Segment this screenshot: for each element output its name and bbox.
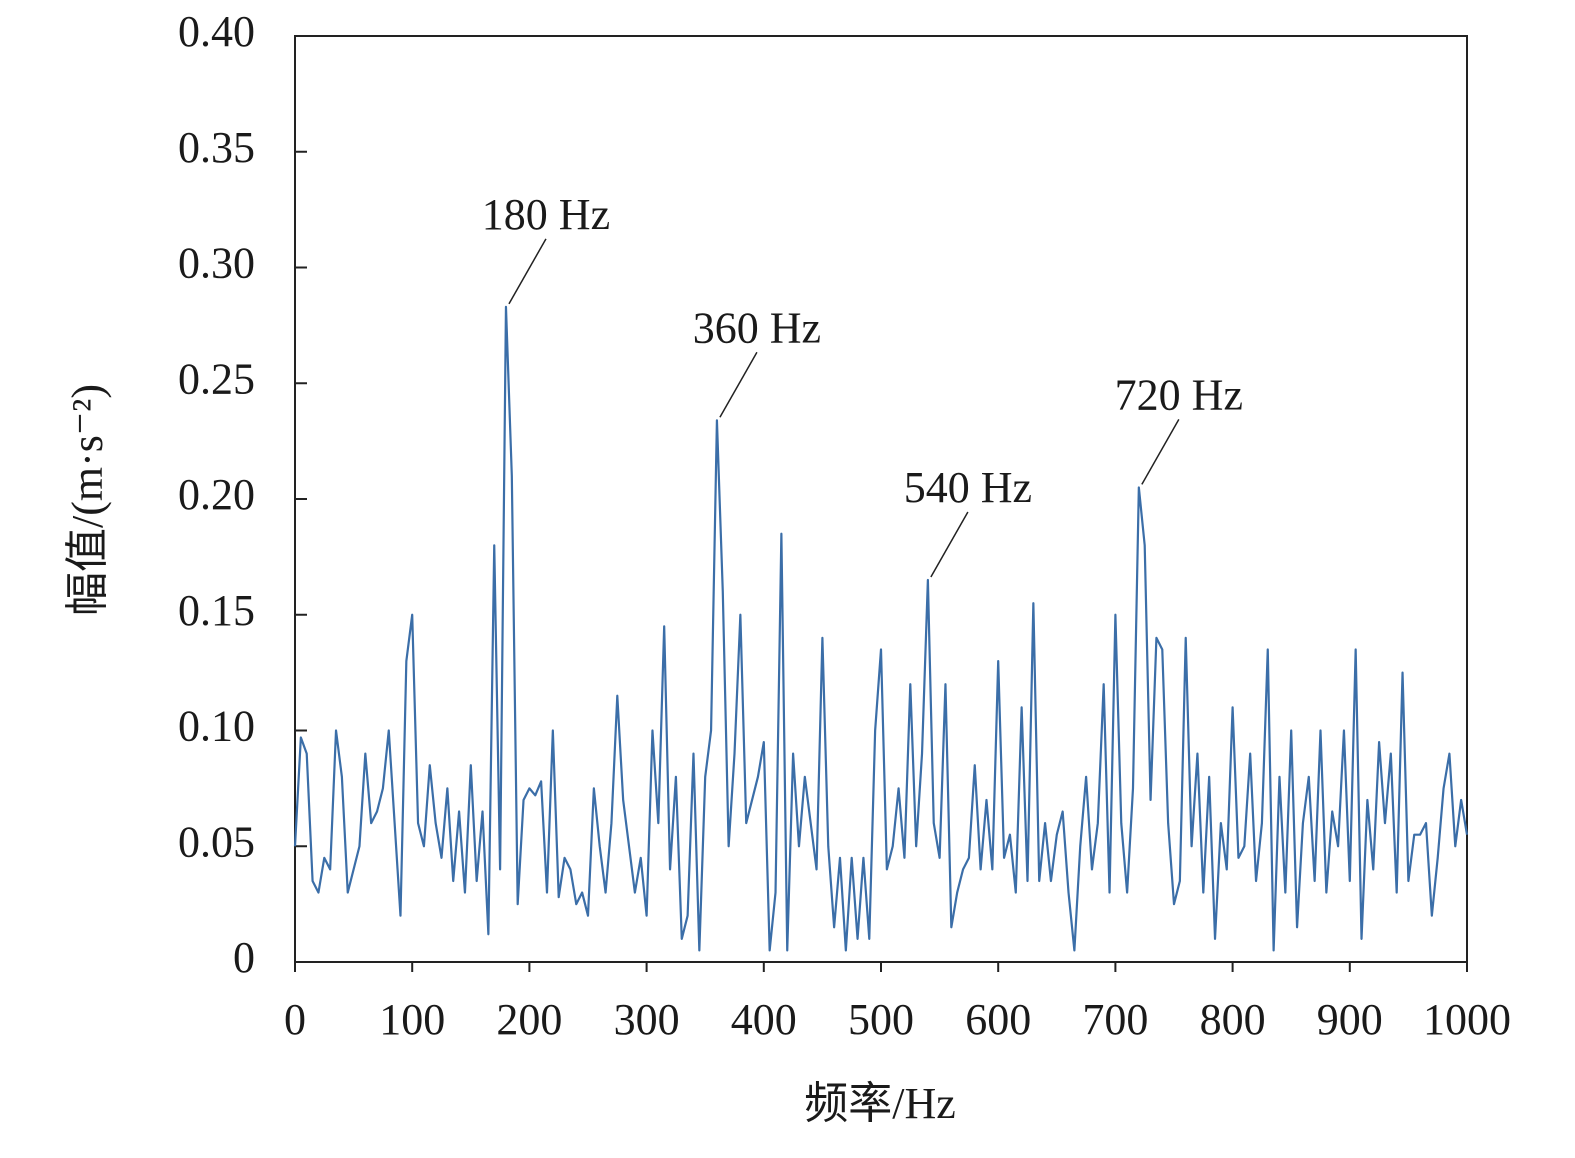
x-tick-label: 100	[379, 995, 445, 1044]
x-tick-label: 700	[1082, 995, 1148, 1044]
x-tick-label: 200	[496, 995, 562, 1044]
x-tick-label: 1000	[1423, 995, 1511, 1044]
annotation: 180 Hz	[482, 190, 610, 239]
plot-frame	[294, 35, 1468, 963]
x-tick-label: 500	[848, 995, 914, 1044]
y-tick-label: 0.05	[178, 817, 255, 866]
y-tick-label: 0.30	[178, 239, 255, 288]
x-tick-label: 600	[965, 995, 1031, 1044]
x-axis-label: 频率/Hz	[804, 1079, 956, 1128]
x-tick-label: 900	[1317, 995, 1383, 1044]
y-tick-label: 0.40	[178, 7, 255, 56]
y-axis-label: 幅值/(m·s⁻²)	[63, 384, 112, 616]
annotation-leader	[1141, 419, 1180, 485]
annotation-leader	[719, 351, 758, 418]
x-tick-label: 0	[284, 995, 306, 1044]
x-tick-label: 300	[614, 995, 680, 1044]
y-tick-label: 0.10	[178, 702, 255, 751]
annotation-leader	[930, 511, 969, 578]
y-tick-label: 0.25	[178, 354, 255, 403]
y-tick-label: 0.35	[178, 123, 255, 172]
annotation: 360 Hz	[693, 303, 821, 352]
y-tick-label: 0.15	[178, 586, 255, 635]
x-tick-label: 400	[731, 995, 797, 1044]
annotation: 540 Hz	[904, 463, 1032, 512]
annotation-leader	[508, 238, 547, 305]
annotation: 720 Hz	[1115, 371, 1243, 420]
x-tick-label: 800	[1200, 995, 1266, 1044]
y-tick-label: 0.20	[178, 470, 255, 519]
y-tick-label: 0	[233, 933, 255, 982]
data-line	[293, 305, 1469, 952]
